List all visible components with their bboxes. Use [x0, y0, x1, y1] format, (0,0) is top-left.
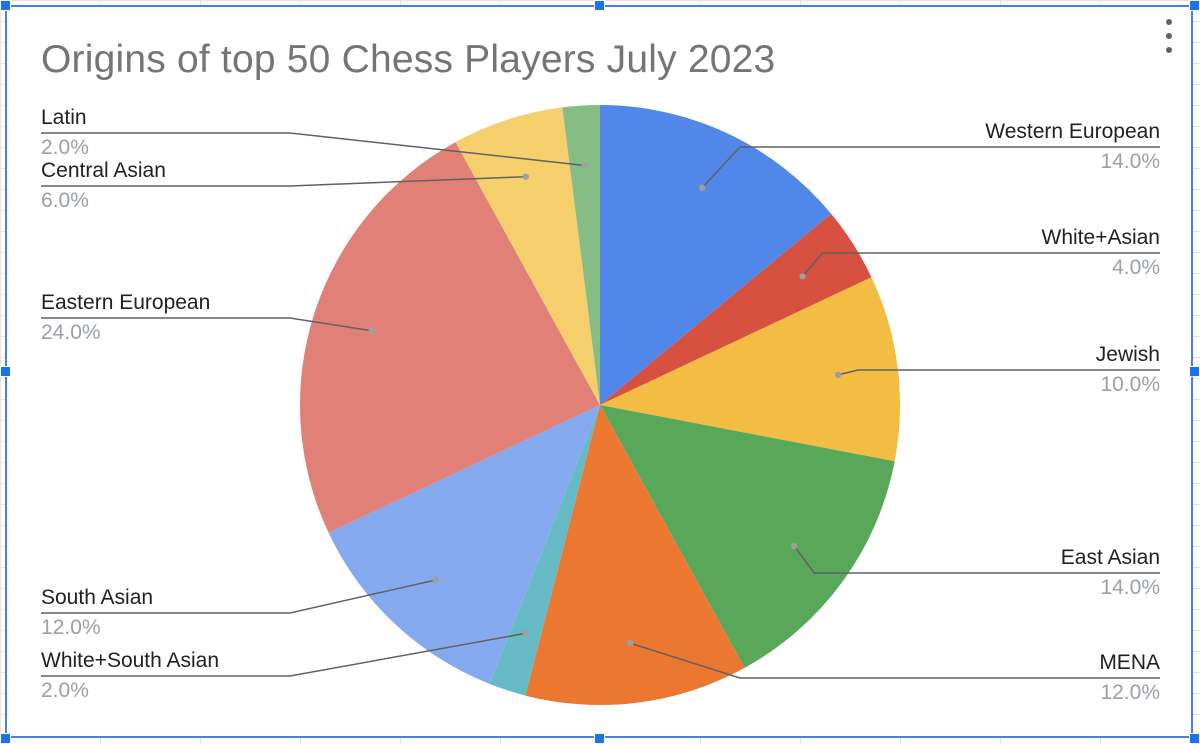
- leader-dot: [368, 327, 375, 334]
- slice-label: East Asian: [1061, 546, 1160, 569]
- pie-slice-eastern-european[interactable]: [299, 142, 600, 533]
- slice-percent-label: 6.0%: [41, 189, 89, 212]
- leader-line: [41, 579, 436, 614]
- slice-percent-label: 24.0%: [41, 321, 101, 344]
- slice-percent-label: 4.0%: [1112, 256, 1160, 279]
- leader-line: [802, 252, 1160, 277]
- slice-percent-label: 2.0%: [41, 679, 89, 702]
- slice-label: South Asian: [41, 586, 153, 609]
- leader-line: [629, 642, 1160, 679]
- resize-handle-top-center[interactable]: [594, 0, 605, 11]
- leader-dot: [522, 630, 529, 637]
- leader-line: [793, 545, 1160, 574]
- leader-dot: [581, 162, 589, 169]
- pie-slice-jewish[interactable]: [600, 277, 901, 462]
- leader-dot: [432, 576, 439, 584]
- slice-label: Jewish: [1096, 343, 1160, 366]
- slice-percent-label: 12.0%: [41, 616, 101, 639]
- pie-slice-white-south-asian[interactable]: [489, 405, 600, 696]
- more-vert-icon[interactable]: [1160, 16, 1178, 56]
- leader-dot: [522, 173, 529, 180]
- slice-label: MENA: [1099, 651, 1160, 674]
- pie-slice-latin[interactable]: [562, 105, 600, 405]
- chart-title: Origins of top 50 Chess Players July 202…: [41, 38, 776, 81]
- slice-label: Western European: [985, 120, 1160, 143]
- slice-percent-label: 12.0%: [1100, 681, 1160, 704]
- slice-percent-label: 14.0%: [1100, 150, 1160, 173]
- slice-percent-label: 10.0%: [1100, 373, 1160, 396]
- slice-label: Eastern European: [41, 291, 210, 314]
- slice-percent-label: 2.0%: [41, 136, 89, 159]
- slice-percent-label: 14.0%: [1100, 576, 1160, 599]
- resize-handle-middle-left[interactable]: [0, 366, 11, 377]
- resize-handle-top-left[interactable]: [0, 0, 11, 11]
- slice-label: White+Asian: [1042, 226, 1160, 249]
- leader-dot: [626, 639, 634, 647]
- pie-slice-central-asian[interactable]: [455, 107, 600, 406]
- leader-line: [701, 146, 1160, 189]
- leader-line: [41, 132, 585, 167]
- leader-dot: [699, 184, 706, 191]
- leader-line: [41, 632, 526, 677]
- pie-slice-white-asian[interactable]: [600, 213, 872, 405]
- resize-handle-bottom-center[interactable]: [594, 733, 605, 744]
- leader-dot: [799, 273, 806, 280]
- slice-label: Latin: [41, 106, 87, 129]
- slice-label: Central Asian: [41, 159, 166, 182]
- resize-handle-top-right[interactable]: [1189, 0, 1200, 11]
- pie-slice-south-asian[interactable]: [328, 405, 600, 684]
- resize-handle-bottom-left[interactable]: [0, 733, 11, 744]
- slice-label: White+South Asian: [41, 649, 219, 672]
- leader-line: [41, 175, 526, 187]
- leader-line: [837, 369, 1160, 376]
- pie-slice-mena[interactable]: [525, 405, 745, 705]
- pie-slice-western-european[interactable]: [600, 105, 832, 405]
- leader-dot: [834, 371, 842, 379]
- leader-dot: [791, 542, 798, 550]
- resize-handle-bottom-right[interactable]: [1189, 733, 1200, 744]
- resize-handle-middle-right[interactable]: [1189, 366, 1200, 377]
- leader-line: [41, 317, 372, 332]
- pie-slice-east-asian[interactable]: [600, 405, 895, 668]
